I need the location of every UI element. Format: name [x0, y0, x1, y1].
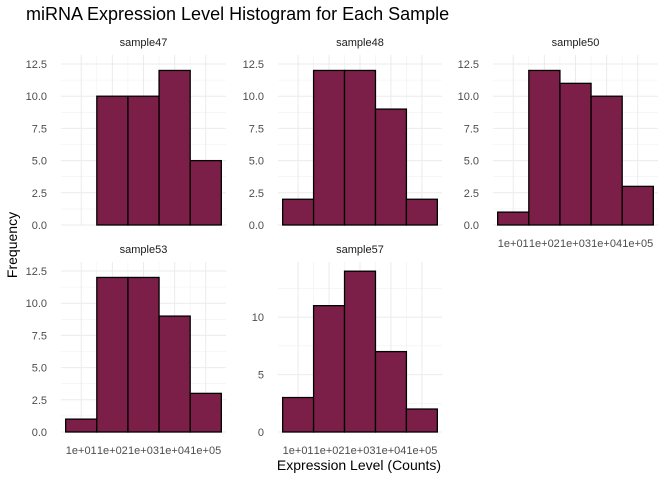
histogram-bar	[497, 211, 530, 226]
y-tick-label: 2.5	[249, 188, 264, 200]
x-tick-label: 1e+04	[591, 238, 622, 250]
y-tick-label: 10	[252, 312, 264, 324]
y-tick-label: 5.0	[249, 156, 264, 168]
histogram-bar	[281, 198, 315, 226]
histogram-bar	[405, 408, 439, 433]
y-tick-label: 5	[258, 370, 264, 382]
y-tick-label: 12.5	[243, 59, 264, 71]
y-tick-label: 0.0	[249, 220, 264, 232]
y-tick-label: 10.0	[26, 91, 47, 103]
y-tick-label: 5.0	[32, 156, 47, 168]
histogram-bar	[281, 396, 315, 433]
histogram-bar	[312, 69, 346, 226]
histogram-bar	[158, 315, 191, 433]
x-tick-label: 1e+03	[345, 445, 376, 457]
y-tick-label: 0	[258, 427, 264, 439]
y-tick-label: 0.0	[464, 220, 479, 232]
histogram-bar	[590, 95, 623, 226]
y-tick-label: 2.5	[464, 188, 479, 200]
histogram-bar	[65, 418, 98, 433]
histogram-bar	[405, 198, 439, 226]
y-tick-label: 12.5	[26, 266, 47, 278]
histogram-bar	[343, 69, 377, 226]
histogram-bar	[96, 276, 129, 433]
panel-strip-label: sample57	[336, 244, 384, 256]
x-axis-title: Expression Level (Counts)	[277, 457, 441, 473]
panel-strip-label: sample47	[120, 37, 168, 49]
histogram-bar	[96, 95, 129, 226]
y-tick-label: 2.5	[32, 188, 47, 200]
histogram-bar	[312, 304, 346, 433]
panel-strip-label: sample53	[120, 244, 168, 256]
x-tick-label: 1e+05	[190, 445, 221, 457]
histogram-bar	[189, 392, 222, 433]
x-tick-label: 1e+02	[97, 445, 128, 457]
histogram-bar	[158, 69, 191, 226]
panel-sample48: sample48 0.0 2.5 5.0 7.5 10.0 12.5	[243, 37, 442, 232]
panel-strip-label: sample50	[552, 37, 600, 49]
y-tick-label: 7.5	[32, 330, 47, 342]
histogram-bar	[127, 276, 160, 433]
x-tick-label: 1e+05	[406, 445, 437, 457]
y-tick-label: 5.0	[464, 156, 479, 168]
histogram-bar	[189, 159, 222, 226]
x-tick-label: 1e+05	[622, 238, 653, 250]
histogram-bar	[621, 185, 654, 226]
y-tick-label: 10.0	[26, 298, 47, 310]
histogram-bar	[127, 95, 160, 226]
histogram-bar	[374, 108, 408, 226]
histogram-bar	[559, 82, 592, 226]
y-tick-label: 7.5	[249, 123, 264, 135]
x-tick-label: 1e+01	[283, 445, 314, 457]
y-tick-label: 2.5	[32, 395, 47, 407]
y-tick-label: 0.0	[32, 427, 47, 439]
y-tick-label: 7.5	[32, 123, 47, 135]
panel-sample47: sample47 0.0 2.5 5.0 7.5 10.0 12.5	[26, 37, 226, 232]
panel-sample57: sample57 0 5 10 1e+01 1e+02 1e+03 1e+04 1e+05	[252, 244, 442, 457]
y-tick-label: 0.0	[32, 220, 47, 232]
y-tick-label: 10.0	[458, 91, 479, 103]
y-tick-label: 10.0	[243, 91, 264, 103]
histogram-bar	[374, 350, 408, 433]
x-tick-label: 1e+03	[560, 238, 591, 250]
x-tick-label: 1e+04	[159, 445, 190, 457]
y-tick-label: 7.5	[464, 123, 479, 135]
y-tick-label: 5.0	[32, 363, 47, 375]
y-axis-title: Frequency	[4, 212, 20, 278]
x-tick-label: 1e+02	[314, 445, 345, 457]
y-tick-label: 12.5	[458, 59, 479, 71]
y-tick-label: 12.5	[26, 59, 47, 71]
x-tick-label: 1e+03	[128, 445, 159, 457]
chart-title: miRNA Expression Level Histogram for Eac…	[26, 4, 449, 24]
x-tick-label: 1e+01	[498, 238, 529, 250]
histogram-bar	[343, 270, 377, 433]
histogram-bar	[528, 69, 561, 226]
panel-strip-label: sample48	[336, 37, 384, 49]
x-tick-label: 1e+02	[529, 238, 560, 250]
facet-panels: sample47 0.0 2.5 5.0 7.5 10.0 12.5 sample48 0.0 2…	[26, 37, 658, 457]
x-tick-label: 1e+04	[375, 445, 406, 457]
x-tick-label: 1e+01	[66, 445, 97, 457]
